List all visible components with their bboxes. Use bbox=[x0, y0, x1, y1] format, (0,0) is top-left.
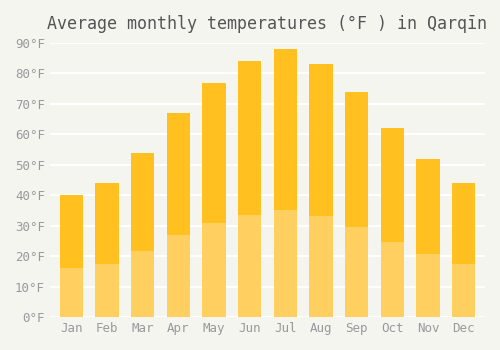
Bar bbox=[60, 268, 83, 317]
Bar bbox=[274, 49, 297, 317]
Bar bbox=[238, 215, 261, 317]
Bar bbox=[310, 64, 332, 317]
Bar bbox=[380, 128, 404, 317]
Title: Average monthly temperatures (°F ) in Qarqīn: Average monthly temperatures (°F ) in Qa… bbox=[48, 15, 488, 33]
Bar bbox=[452, 264, 475, 317]
Bar bbox=[452, 183, 475, 317]
Bar bbox=[96, 264, 118, 317]
Bar bbox=[416, 254, 440, 317]
Bar bbox=[131, 153, 154, 317]
Bar bbox=[60, 195, 83, 317]
Bar bbox=[131, 251, 154, 317]
Bar bbox=[238, 61, 261, 317]
Bar bbox=[345, 227, 368, 317]
Bar bbox=[166, 113, 190, 317]
Bar bbox=[345, 92, 368, 317]
Bar bbox=[310, 216, 332, 317]
Bar bbox=[202, 83, 226, 317]
Bar bbox=[96, 183, 118, 317]
Bar bbox=[416, 159, 440, 317]
Bar bbox=[380, 241, 404, 317]
Bar bbox=[274, 210, 297, 317]
Bar bbox=[166, 236, 190, 317]
Bar bbox=[202, 223, 226, 317]
